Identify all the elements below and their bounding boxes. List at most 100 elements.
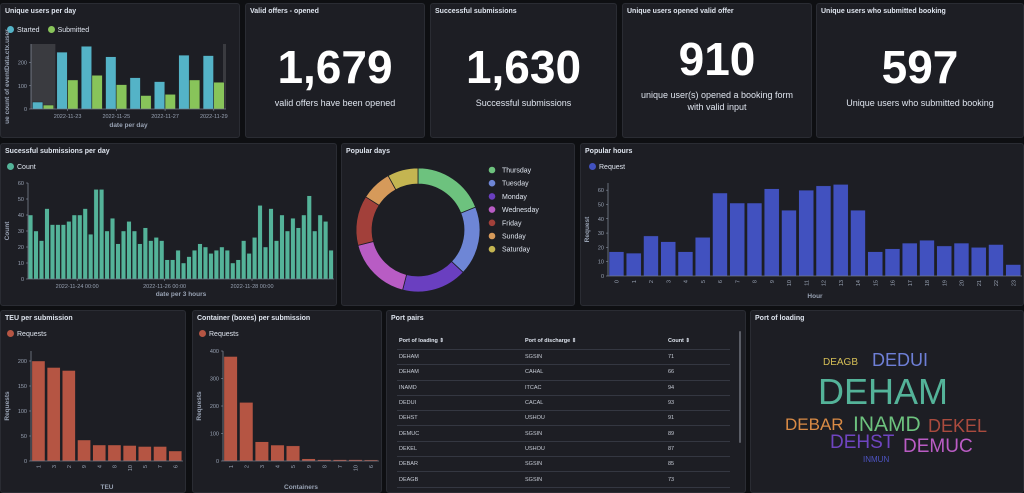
word-dedui[interactable]: DEDUI bbox=[872, 350, 929, 370]
bar-request bbox=[850, 209, 866, 277]
x-tick-label: 2022-11-28 00:00 bbox=[231, 284, 274, 290]
bar-count bbox=[219, 246, 225, 280]
word-dekel[interactable]: DEKEL bbox=[928, 416, 988, 436]
x-tick-label: 8 bbox=[753, 280, 759, 283]
bar-request bbox=[815, 185, 832, 277]
x-tick-label: 1 bbox=[229, 465, 235, 468]
word-deagb[interactable]: DEAGB bbox=[823, 357, 859, 368]
x-tick-label: 2022-11-27 bbox=[151, 114, 179, 120]
port-of-loading-cell: DEHST bbox=[397, 410, 523, 427]
x-tick-label: 5 bbox=[143, 465, 149, 468]
x-axis-title: Hour bbox=[807, 293, 823, 300]
port-of-discharge-cell: USHOU bbox=[523, 410, 666, 427]
panel-port-pairs: Port pairs Port of loading ⇕ Port of dis… bbox=[386, 310, 746, 493]
y-tick-label: 150 bbox=[18, 384, 27, 390]
bar-count bbox=[148, 240, 154, 280]
panel-title: Popular days bbox=[346, 148, 390, 155]
bar-count bbox=[137, 243, 143, 280]
bar-request bbox=[936, 245, 952, 277]
y-tick-label: 20 bbox=[18, 245, 24, 251]
y-tick-label: 300 bbox=[210, 377, 219, 383]
word-deham[interactable]: DEHAM bbox=[818, 371, 949, 412]
bar-count bbox=[49, 224, 55, 280]
word-demuc[interactable]: DEMUC bbox=[903, 436, 973, 457]
port-of-loading-cell: DEDUI bbox=[397, 395, 523, 412]
bar-count bbox=[235, 259, 241, 280]
legend-friday: Friday bbox=[502, 220, 522, 227]
bar-count bbox=[175, 249, 181, 280]
slice-friday bbox=[355, 196, 380, 246]
port-of-discharge-cell: USHOU bbox=[523, 441, 666, 458]
bar-submitted bbox=[164, 94, 176, 110]
word-inmun[interactable]: INMUN bbox=[863, 455, 890, 464]
bar-requests bbox=[239, 402, 254, 462]
bar-request bbox=[660, 241, 676, 277]
legend-started[interactable]: Started bbox=[7, 26, 40, 34]
y-axis-title: Requests bbox=[4, 391, 11, 421]
bar-requests bbox=[122, 445, 137, 462]
legend-count[interactable]: Count bbox=[7, 163, 36, 171]
bar-count bbox=[208, 253, 214, 280]
bar-request bbox=[971, 247, 987, 277]
x-tick-label: 6 bbox=[369, 465, 375, 468]
bar-request bbox=[919, 240, 935, 277]
y-tick-label: 0 bbox=[601, 274, 604, 280]
legend-thursday: Thursday bbox=[502, 168, 532, 175]
bar-count bbox=[306, 195, 312, 280]
x-tick-label: 9 bbox=[307, 465, 313, 468]
y-tick-label: 0 bbox=[24, 459, 27, 465]
bar-request bbox=[729, 202, 745, 277]
x-tick-label: 20 bbox=[960, 280, 966, 286]
count-cell: 73 bbox=[666, 471, 730, 488]
word-debar[interactable]: DEBAR bbox=[785, 415, 844, 434]
x-axis-title: date per day bbox=[109, 122, 148, 129]
x-tick-label: 2022-11-25 bbox=[102, 114, 130, 120]
bar-count bbox=[88, 233, 94, 280]
count-cell: 93 bbox=[666, 395, 730, 412]
legend-request[interactable]: Request bbox=[589, 163, 625, 171]
table-row: DEHAM CAHAL 66 bbox=[397, 364, 730, 381]
y-tick-label: 50 bbox=[21, 434, 27, 440]
word-dehst[interactable]: DEHST bbox=[830, 432, 895, 453]
legend-requests[interactable]: Requests bbox=[199, 330, 239, 338]
x-tick-label: 9 bbox=[82, 465, 88, 468]
legend-requests[interactable]: Requests bbox=[7, 330, 47, 338]
x-tick-label: 10 bbox=[354, 465, 360, 471]
x-tick-label: 2022-11-26 00:00 bbox=[143, 284, 186, 290]
panel-popular-days: Popular days Thursday Tuesday Monday Wednes… bbox=[341, 143, 575, 306]
bar-submitted bbox=[213, 82, 225, 110]
bar-count bbox=[142, 227, 148, 280]
bar-count bbox=[93, 189, 99, 280]
x-tick-label: 5 bbox=[701, 280, 707, 283]
bar-count bbox=[252, 237, 258, 280]
bar-request bbox=[953, 242, 970, 277]
x-tick-label: 2 bbox=[649, 280, 655, 283]
panel-title: Unique users who submitted booking bbox=[821, 8, 946, 15]
x-tick-label: 2022-11-23 bbox=[54, 114, 82, 120]
bar-requests bbox=[301, 458, 316, 462]
x-tick-label: 4 bbox=[684, 280, 690, 283]
y-tick-label: 400 bbox=[210, 349, 219, 355]
x-tick-label: 6 bbox=[718, 280, 724, 283]
x-tick-label: 16 bbox=[891, 280, 897, 286]
legend-submitted[interactable]: Submitted bbox=[47, 26, 89, 34]
metric-value: 1,679 bbox=[277, 41, 393, 93]
bar-count bbox=[170, 259, 176, 280]
metric-label: Successful submissions bbox=[475, 98, 572, 108]
column-header-port-of-loading[interactable]: Port of loading ⇕ bbox=[397, 333, 523, 350]
x-tick-label: 6 bbox=[173, 465, 179, 468]
table-row: DEKEL USHOU 87 bbox=[397, 441, 730, 458]
legend-tuesday: Tuesday bbox=[502, 181, 529, 188]
table-scrollbar[interactable] bbox=[739, 331, 741, 443]
bar-count bbox=[290, 217, 296, 280]
word-inamd[interactable]: INAMD bbox=[853, 413, 921, 436]
metric-value: 910 bbox=[678, 33, 756, 85]
legend-sunday: Sunday bbox=[502, 234, 526, 241]
column-header-port-of-discharge[interactable]: Port of discharge ⇕ bbox=[523, 333, 666, 350]
column-header-count[interactable]: Count ⇕ bbox=[666, 333, 730, 350]
count-cell: 85 bbox=[666, 456, 730, 473]
bar-request bbox=[884, 248, 901, 277]
x-tick-label: 2022-11-29 bbox=[200, 114, 228, 120]
bar-count bbox=[202, 246, 208, 280]
